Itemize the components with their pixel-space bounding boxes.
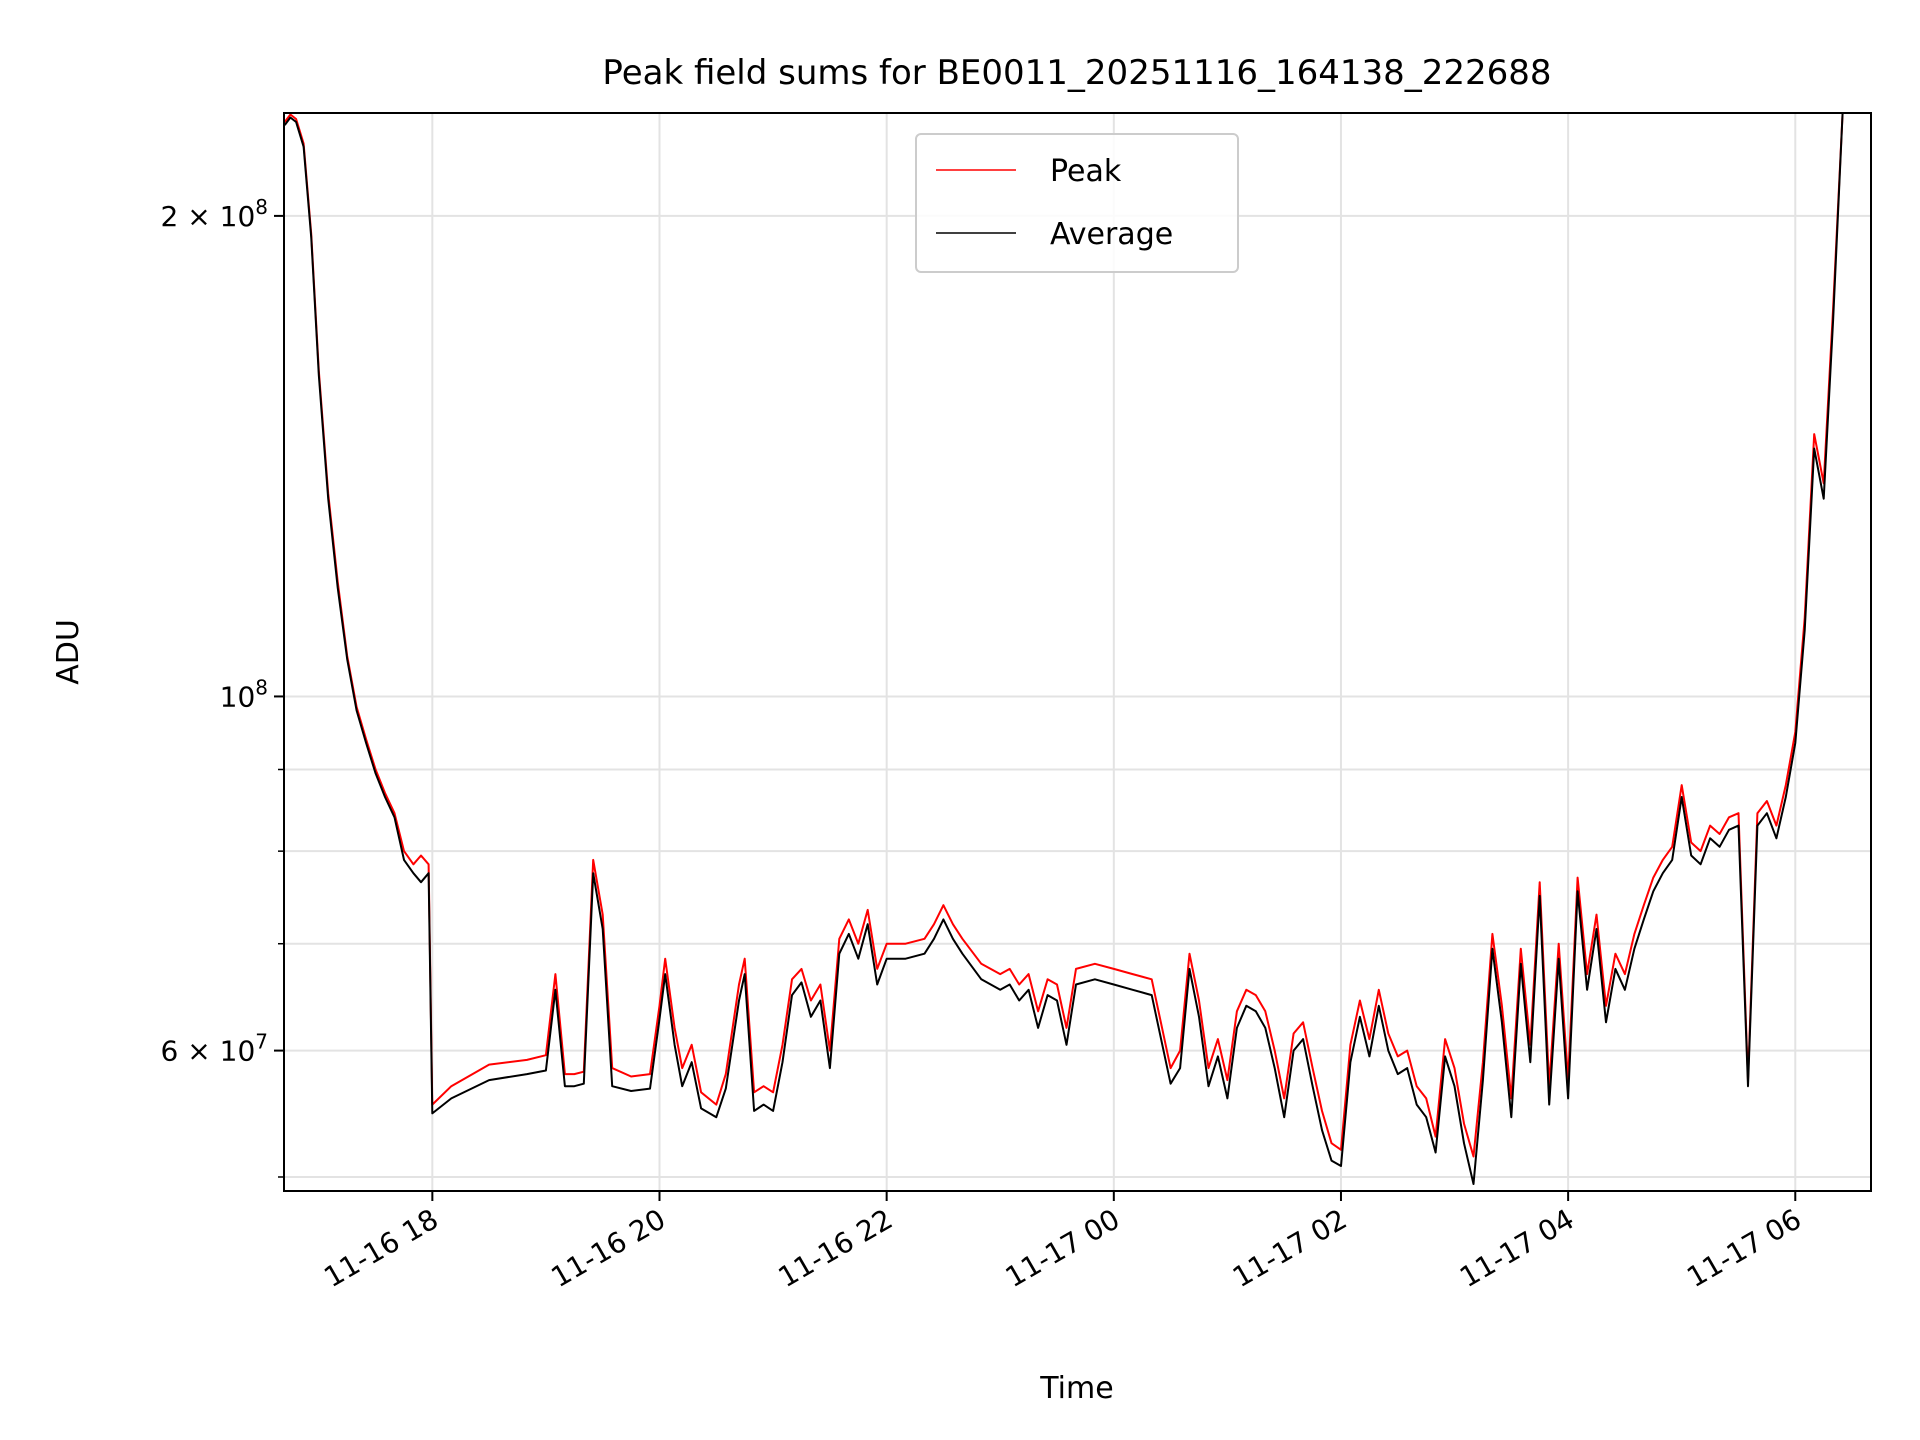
series-layer xyxy=(284,113,1844,1185)
y-axis-label: ADU xyxy=(51,619,86,685)
legend-box xyxy=(915,133,1239,273)
series-line-average xyxy=(284,113,1844,1185)
y-tick-exponent: 8 xyxy=(255,675,268,699)
plot-frame xyxy=(283,112,1872,1192)
y-tick-label: 108 xyxy=(220,675,268,713)
series-line-peak xyxy=(284,113,1844,1158)
x-axis-label: Time xyxy=(1039,1371,1113,1406)
y-tick-label: 6 × 107 xyxy=(161,1030,268,1068)
legend: Peak Average xyxy=(915,133,1239,273)
legend-label-average: Average xyxy=(1050,217,1173,252)
y-axis: 6 × 107 108 2 × 108 xyxy=(161,195,284,1178)
chart-title: Peak field sums for BE0011_20251116_1641… xyxy=(602,53,1551,93)
y-tick-exponent: 7 xyxy=(255,1030,268,1054)
legend-label-peak: Peak xyxy=(1050,154,1122,189)
y-tick-label: 2 × 108 xyxy=(161,195,268,233)
y-tick-exponent: 8 xyxy=(255,195,268,219)
